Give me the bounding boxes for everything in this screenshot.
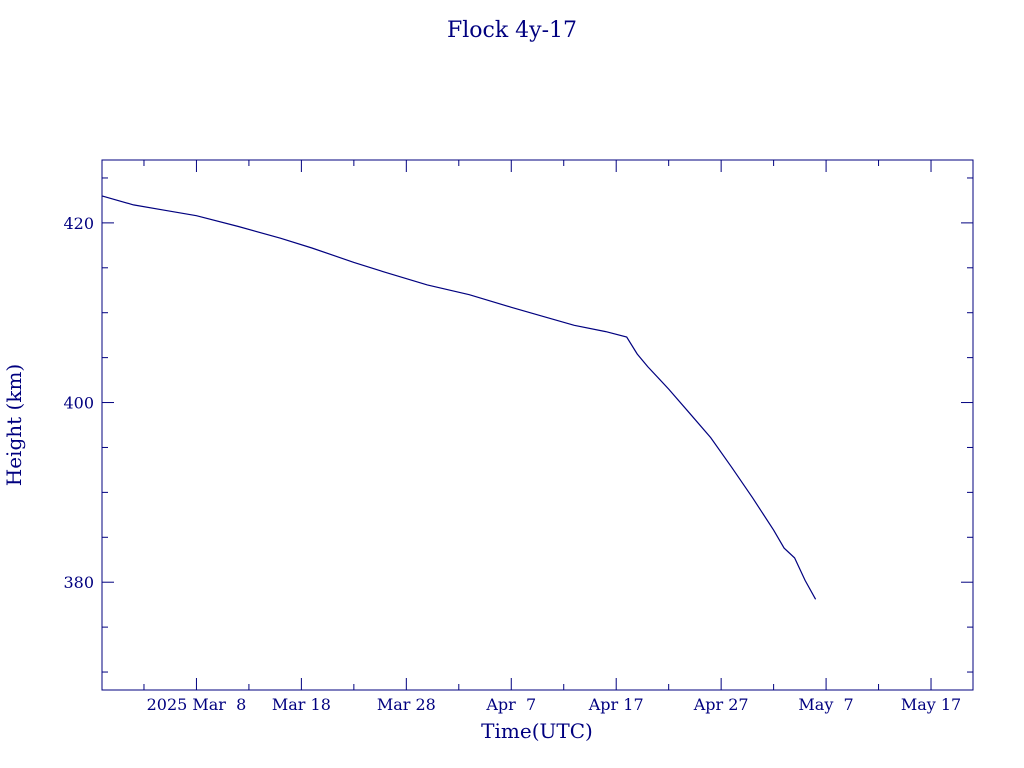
x-tick-label: May 7 [798, 695, 853, 714]
x-tick-label: Apr 7 [485, 695, 536, 714]
x-tick-label: Apr 27 [693, 695, 749, 714]
x-tick-label: Apr 17 [588, 695, 644, 714]
x-tick-label: May 17 [901, 695, 961, 714]
chart-title: Flock 4y-17 [447, 18, 577, 43]
x-axis-label: Time(UTC) [481, 719, 593, 743]
x-tick-label: Mar 18 [272, 695, 331, 714]
height-series-line [101, 195, 817, 600]
series-layer [101, 195, 817, 600]
x-tick-label: Mar 28 [377, 695, 436, 714]
y-axis-ticks: 380 400 420 [63, 177, 973, 673]
plot-frame [101, 159, 974, 691]
y-axis-label: Height (km) [2, 364, 26, 486]
y-tick-label: 380 [63, 573, 94, 592]
x-axis-ticks: 2025 Mar 8 Mar 18 Mar 28 Apr 7 Apr 17 Apr 27 M… [143, 160, 961, 714]
y-tick-label: 420 [63, 214, 94, 233]
y-tick-label: 400 [63, 394, 94, 413]
x-tick-label: 2025 Mar 8 [147, 695, 247, 714]
